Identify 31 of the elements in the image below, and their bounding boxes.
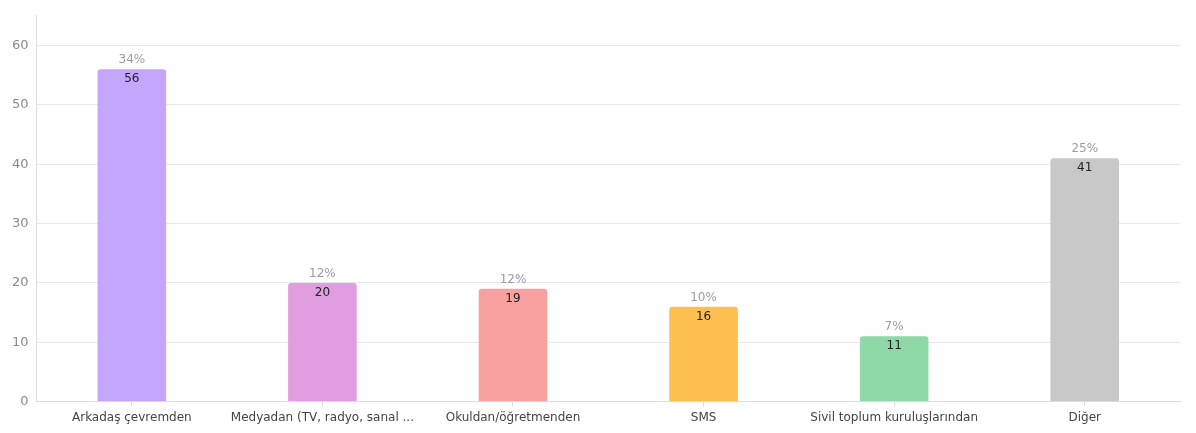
- bar: [478, 288, 548, 402]
- y-tick-label: 10: [12, 333, 29, 349]
- y-tick-label: 40: [12, 155, 29, 171]
- bar: [859, 336, 929, 402]
- annotation: 12%: [309, 266, 336, 281]
- bar: [669, 306, 738, 402]
- bar: [97, 69, 167, 402]
- y-tick-label: 20: [12, 274, 29, 290]
- data-label: 41: [1077, 160, 1093, 175]
- y-tick-label: 0: [20, 392, 29, 408]
- x-tick-label: Arkadaş çevremden: [71, 409, 192, 424]
- x-tick-label: Okuldan/öğretmenden: [445, 409, 581, 424]
- data-label: 16: [695, 308, 712, 323]
- data-label: 56: [124, 71, 140, 86]
- annotation: 7%: [884, 319, 904, 334]
- y-tick-label: 60: [12, 36, 29, 52]
- annotation: 34%: [118, 52, 146, 67]
- annotation: 10%: [690, 289, 717, 304]
- data-label: 11: [886, 338, 902, 353]
- y-tick-label: 30: [12, 214, 29, 230]
- annotation: 25%: [1071, 141, 1099, 156]
- bar: [288, 282, 357, 402]
- x-tick-label: Sivil toplum kuruluşlarından: [810, 409, 978, 424]
- y-tick-label: 50: [12, 96, 29, 112]
- x-tick-label: Diğer: [1068, 409, 1102, 424]
- bar: [1050, 158, 1120, 402]
- annotation: 12%: [499, 271, 527, 286]
- data-label: 20: [314, 285, 331, 300]
- data-label: 19: [505, 290, 521, 305]
- x-tick-label: SMS: [690, 409, 717, 424]
- x-tick-label: Medyadan (TV, radyo, sanal ...: [230, 409, 414, 424]
